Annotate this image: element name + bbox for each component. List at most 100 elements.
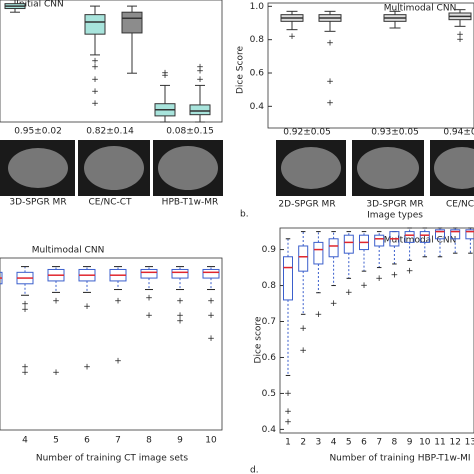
x-tick-label: 2D-SPGR MR [278, 200, 335, 210]
outlier: + [207, 334, 215, 344]
outlier: + [91, 75, 99, 85]
x-tick-label: 1 [285, 438, 291, 448]
outlier: + [52, 297, 60, 307]
scan-images [0, 140, 474, 196]
x-tick-label: HPB-T1w-MR [162, 198, 219, 208]
annotation: 0.94±0 [443, 128, 474, 138]
outlier: + [299, 346, 307, 356]
x-tick-label: 10 [205, 436, 217, 446]
box [465, 229, 474, 240]
y-axis-label: Dice Score [236, 46, 246, 94]
outlier: + [288, 32, 296, 42]
outlier: + [360, 281, 368, 291]
outlier: + [91, 87, 99, 97]
annotation: 0.92±0.05 [283, 128, 331, 138]
outlier: + [207, 297, 215, 307]
outlier: + [326, 77, 334, 87]
box [374, 234, 385, 247]
y-tick-label: 0.5 [262, 389, 276, 399]
outlier: + [21, 362, 29, 372]
outlier: + [207, 311, 215, 321]
x-tick-label: 3D-SPGR MR [9, 198, 66, 208]
annotation: 0.95±0.02 [14, 127, 62, 137]
x-tick-label: 8 [146, 436, 152, 446]
box [328, 238, 339, 258]
outlier: + [145, 294, 153, 304]
x-tick-label: 5 [53, 436, 59, 446]
outlier: + [21, 305, 29, 315]
y-tick-label: 0.4 [250, 102, 265, 112]
plot-frame [0, 257, 223, 431]
outlier: + [375, 274, 383, 284]
chart-title: Initial CNN [16, 0, 64, 10]
outlier: + [326, 99, 334, 109]
chart-title: Multimodal CNN [384, 4, 457, 14]
y-tick-label: 0.7 [262, 317, 276, 327]
x-tick-label: 11 [434, 438, 445, 448]
box [313, 241, 324, 265]
y-tick-label: 1.0 [250, 2, 265, 12]
y-tick-label: 0.6 [262, 353, 277, 363]
x-tick-label: 4 [331, 438, 337, 448]
y-tick-label: 0.4 [262, 425, 277, 435]
outlier: + [91, 57, 99, 67]
x-axis-label: Number of training HBP-T1w-MI [329, 454, 470, 464]
plot-frame [267, 2, 474, 129]
y-tick-label: 0.9 [262, 245, 277, 255]
outlier: + [345, 288, 353, 298]
x-tick-label: 2 [300, 438, 306, 448]
panel-label: d. [250, 466, 259, 474]
outlier: + [83, 302, 91, 312]
outlier: + [406, 267, 414, 277]
x-tick-label: 12 [449, 438, 460, 448]
outlier: + [196, 75, 204, 85]
outlier: + [176, 311, 184, 321]
outlier: + [284, 389, 292, 399]
outlier: + [176, 297, 184, 307]
box [84, 14, 106, 35]
scan-image [281, 147, 341, 189]
outlier: + [284, 407, 292, 417]
box [171, 268, 189, 279]
outlier: + [161, 71, 169, 81]
x-tick-label: 5 [346, 438, 352, 448]
outlier: + [196, 66, 204, 76]
scan-image [434, 147, 474, 189]
x-tick-label: 9 [177, 436, 183, 446]
outlier: + [196, 63, 204, 73]
box [298, 245, 309, 272]
outlier: + [91, 99, 99, 109]
panel-label: b. [240, 210, 249, 220]
x-tick-label: 3 [316, 438, 322, 448]
x-tick-label: 4 [22, 436, 28, 446]
box [450, 229, 461, 240]
annotation: 0.93±0.05 [371, 128, 419, 138]
x-tick-label: 6 [84, 436, 90, 446]
outlier: + [52, 368, 60, 378]
outlier: + [83, 362, 91, 372]
x-tick-label: 6 [361, 438, 367, 448]
x-tick-label: 10 [419, 438, 431, 448]
outlier: + [114, 297, 122, 307]
y-tick-label: 0.6 [250, 69, 265, 79]
plot-frame [0, 0, 223, 123]
box [121, 11, 143, 34]
outlier: + [330, 299, 338, 309]
box [202, 268, 220, 279]
x-tick-label: 13 [465, 438, 474, 448]
x-tick-label: 7 [376, 438, 382, 448]
box [419, 231, 430, 243]
box [435, 229, 445, 240]
x-tick-label: 3D-SPGR MR [366, 200, 423, 210]
outlier: + [326, 39, 334, 49]
box [404, 231, 415, 243]
box [283, 256, 293, 301]
outlier: + [161, 69, 169, 79]
y-axis-label: Dice score [254, 316, 264, 363]
outlier: + [21, 368, 29, 378]
outlier: + [284, 418, 292, 428]
outlier: + [299, 324, 307, 334]
chart-title: Multimodal CNN [32, 246, 105, 256]
outlier: + [391, 270, 399, 280]
